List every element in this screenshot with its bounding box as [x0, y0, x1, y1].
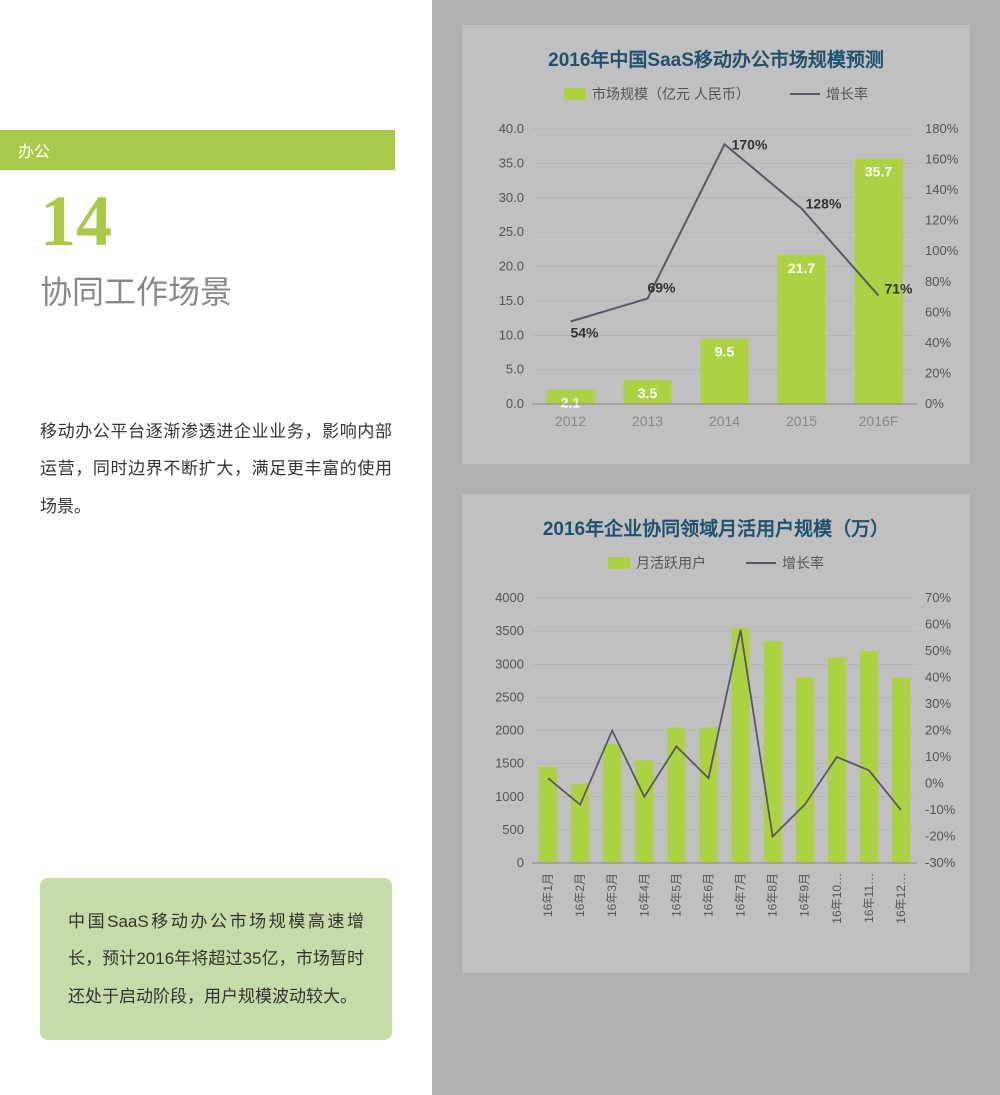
svg-text:30.0: 30.0	[499, 190, 524, 205]
svg-text:16年7月: 16年7月	[734, 873, 748, 917]
svg-text:20%: 20%	[925, 365, 951, 380]
legend-bar-label: 月活跃用户	[636, 553, 706, 573]
svg-text:16年6月: 16年6月	[701, 873, 715, 917]
svg-text:120%: 120%	[925, 213, 959, 228]
svg-text:70%: 70%	[925, 590, 951, 605]
svg-text:-10%: -10%	[925, 802, 956, 817]
svg-text:128%: 128%	[806, 195, 842, 211]
svg-text:3500: 3500	[495, 623, 524, 638]
svg-text:0: 0	[517, 855, 524, 870]
svg-text:21.7: 21.7	[788, 260, 815, 276]
svg-text:170%: 170%	[732, 136, 768, 152]
legend-bar-label: 市场规模（亿元 人民币）	[592, 84, 750, 104]
svg-text:16年3月: 16年3月	[605, 873, 619, 917]
svg-text:2015: 2015	[786, 413, 817, 429]
svg-text:10.0: 10.0	[499, 327, 524, 342]
svg-text:35.7: 35.7	[865, 164, 892, 180]
svg-text:100%: 100%	[925, 243, 959, 258]
bar-swatch	[564, 88, 586, 100]
legend-item-bar: 月活跃用户	[608, 553, 706, 573]
svg-text:20.0: 20.0	[499, 259, 524, 274]
svg-text:10%: 10%	[925, 749, 951, 764]
chart-2: 0 500 1000 1500 2000 2500 3000 3500 4000 -30% -20%…	[477, 588, 967, 958]
svg-text:16年8月: 16年8月	[766, 873, 780, 917]
svg-text:2016F: 2016F	[859, 413, 899, 429]
legend-line-label: 增长率	[826, 84, 868, 104]
svg-text:0.0: 0.0	[506, 396, 524, 411]
svg-text:16年12…: 16年12…	[894, 873, 908, 924]
svg-text:16年9月: 16年9月	[798, 873, 812, 917]
body-text: 移动办公平台逐渐渗透进企业业务，影响内部运营，同时边界不断扩大，满足更丰富的使用…	[40, 413, 392, 525]
svg-text:1500: 1500	[495, 756, 524, 771]
svg-text:9.5: 9.5	[715, 344, 735, 360]
section-tag: 办公	[0, 130, 395, 170]
svg-text:2014: 2014	[709, 413, 740, 429]
svg-text:40.0: 40.0	[499, 121, 524, 136]
svg-text:0%: 0%	[925, 396, 944, 411]
svg-text:54%: 54%	[570, 325, 599, 341]
bar-swatch	[608, 557, 630, 569]
svg-text:15.0: 15.0	[499, 293, 524, 308]
subtitle: 协同工作场景	[40, 267, 432, 313]
svg-text:80%: 80%	[925, 274, 951, 289]
page-number: 14	[40, 185, 432, 257]
svg-text:60%: 60%	[925, 617, 951, 632]
chart-1-title: 2016年中国SaaS移动办公市场规模预测	[477, 45, 955, 72]
svg-text:180%: 180%	[925, 121, 959, 136]
svg-text:2000: 2000	[495, 723, 524, 738]
left-panel: 办公 14 协同工作场景 移动办公平台逐渐渗透进企业业务，影响内部运营，同时边界…	[0, 0, 432, 1095]
svg-text:500: 500	[502, 822, 524, 837]
svg-text:16年10…: 16年10…	[830, 873, 844, 924]
svg-text:160%: 160%	[925, 152, 959, 167]
svg-text:-20%: -20%	[925, 829, 956, 844]
svg-text:3.5: 3.5	[638, 385, 658, 401]
svg-text:140%: 140%	[925, 182, 959, 197]
svg-text:2012: 2012	[555, 413, 586, 429]
svg-text:16年1月: 16年1月	[541, 873, 555, 917]
svg-text:4000: 4000	[495, 590, 524, 605]
chart-1: 0.0 5.0 10.0 15.0 20.0 25.0 30.0 35.0 40.0 0% 20% 4…	[477, 119, 967, 449]
svg-text:71%: 71%	[884, 281, 913, 297]
svg-text:40%: 40%	[925, 335, 951, 350]
svg-text:16年5月: 16年5月	[669, 873, 683, 917]
svg-text:5.0: 5.0	[506, 362, 524, 377]
svg-text:16年4月: 16年4月	[637, 873, 651, 917]
legend-line-label: 增长率	[782, 553, 824, 573]
svg-text:3000: 3000	[495, 656, 524, 671]
chart-2-legend: 月活跃用户 增长率	[477, 553, 955, 573]
svg-text:16年2月: 16年2月	[573, 873, 587, 917]
svg-text:16年11…: 16年11…	[862, 873, 876, 923]
svg-text:25.0: 25.0	[499, 224, 524, 239]
svg-text:-30%: -30%	[925, 855, 956, 870]
chart-1-card: 2016年中国SaaS移动办公市场规模预测 市场规模（亿元 人民币） 增长率 0…	[462, 25, 970, 464]
svg-text:40%: 40%	[925, 670, 951, 685]
legend-item-bar: 市场规模（亿元 人民币）	[564, 84, 750, 104]
svg-text:50%: 50%	[925, 643, 951, 658]
svg-text:2500: 2500	[495, 689, 524, 704]
chart-2-title: 2016年企业协同领域月活用户规模（万）	[477, 514, 955, 541]
legend-item-line: 增长率	[746, 553, 824, 573]
chart-2-card: 2016年企业协同领域月活用户规模（万） 月活跃用户 增长率 0 500 1000 1…	[462, 494, 970, 973]
svg-text:35.0: 35.0	[499, 155, 524, 170]
callout-box: 中国SaaS移动办公市场规模高速增长，预计2016年将超过35亿，市场暂时还处于…	[40, 878, 392, 1040]
svg-text:0%: 0%	[925, 776, 944, 791]
svg-text:1000: 1000	[495, 789, 524, 804]
legend-item-line: 增长率	[790, 84, 868, 104]
svg-text:30%: 30%	[925, 696, 951, 711]
line-swatch	[746, 562, 776, 564]
chart-1-legend: 市场规模（亿元 人民币） 增长率	[477, 84, 955, 104]
right-panel: 2016年中国SaaS移动办公市场规模预测 市场规模（亿元 人民币） 增长率 0…	[432, 0, 1000, 1095]
line-swatch	[790, 93, 820, 95]
svg-text:2.1: 2.1	[561, 395, 581, 411]
svg-text:2013: 2013	[632, 413, 663, 429]
svg-text:20%: 20%	[925, 723, 951, 738]
svg-text:60%: 60%	[925, 304, 951, 319]
svg-text:69%: 69%	[647, 280, 676, 296]
